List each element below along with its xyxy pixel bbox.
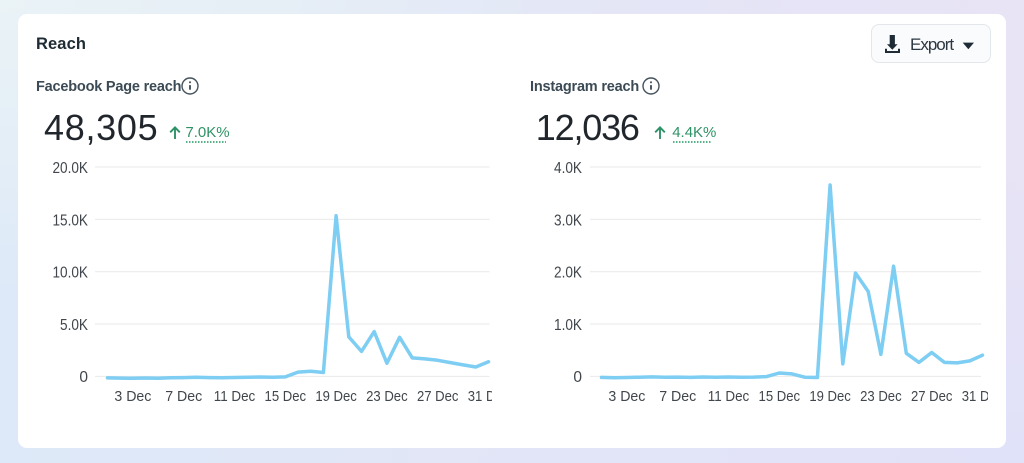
- svg-text:4.0K: 4.0K: [554, 160, 583, 177]
- svg-text:31 Dec: 31 Dec: [468, 388, 492, 405]
- svg-text:31 Dec: 31 Dec: [962, 388, 988, 405]
- svg-text:11 Dec: 11 Dec: [708, 388, 750, 405]
- svg-text:11 Dec: 11 Dec: [214, 388, 256, 405]
- svg-text:19 Dec: 19 Dec: [315, 388, 357, 405]
- svg-text:27 Dec: 27 Dec: [911, 388, 953, 405]
- svg-text:3.0K: 3.0K: [554, 212, 583, 229]
- svg-text:10.0K: 10.0K: [53, 265, 89, 282]
- svg-text:1.0K: 1.0K: [554, 317, 583, 334]
- svg-text:15 Dec: 15 Dec: [265, 388, 307, 405]
- svg-text:15.0K: 15.0K: [53, 212, 89, 229]
- svg-text:19 Dec: 19 Dec: [809, 388, 851, 405]
- svg-text:7 Dec: 7 Dec: [659, 388, 696, 405]
- svg-text:3 Dec: 3 Dec: [608, 388, 645, 405]
- svg-text:5.0K: 5.0K: [60, 317, 89, 334]
- svg-text:23 Dec: 23 Dec: [366, 388, 408, 405]
- svg-text:7 Dec: 7 Dec: [165, 388, 202, 405]
- svg-text:15 Dec: 15 Dec: [759, 388, 801, 405]
- svg-text:2.0K: 2.0K: [554, 265, 583, 282]
- svg-text:3 Dec: 3 Dec: [114, 388, 151, 405]
- svg-text:23 Dec: 23 Dec: [860, 388, 902, 405]
- svg-text:0: 0: [573, 369, 582, 386]
- svg-text:27 Dec: 27 Dec: [417, 388, 459, 405]
- svg-text:0: 0: [79, 369, 88, 386]
- svg-text:20.0K: 20.0K: [53, 160, 89, 177]
